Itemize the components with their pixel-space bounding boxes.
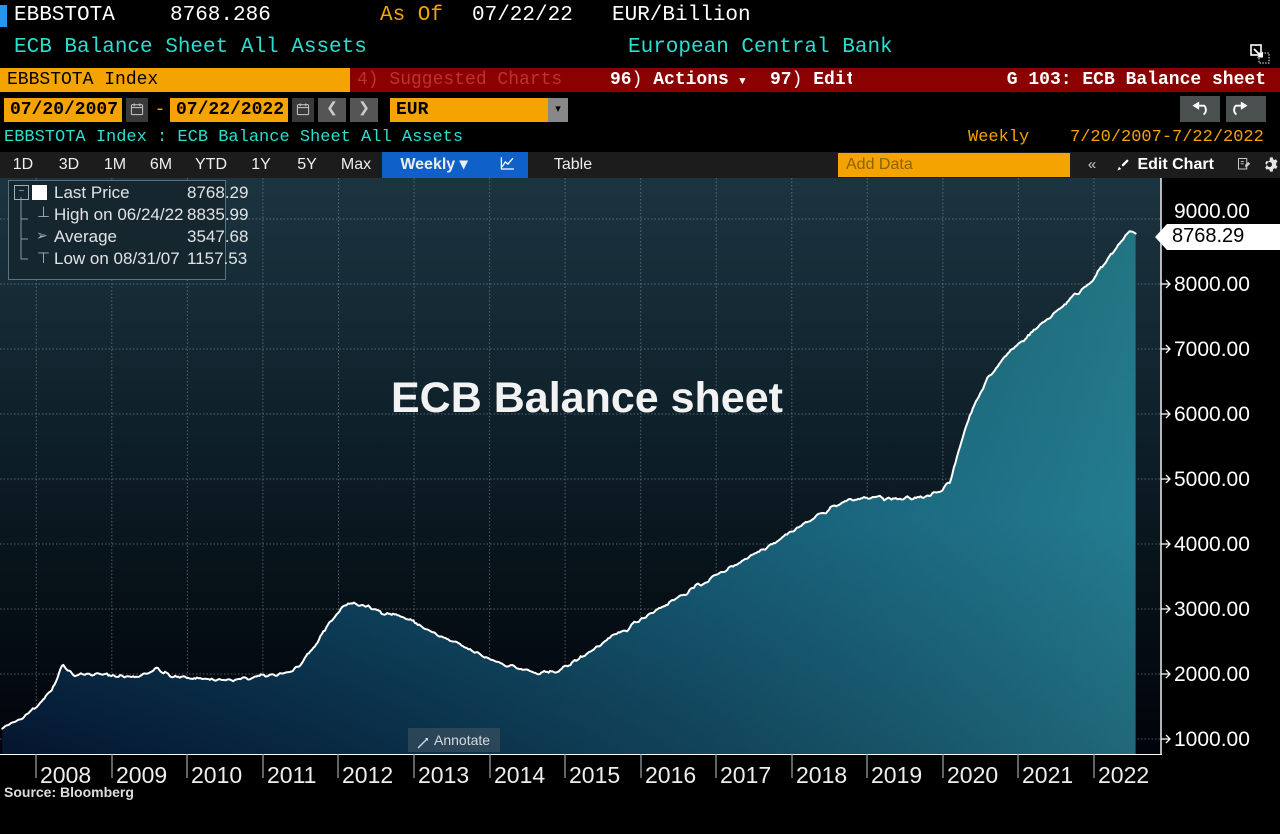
- svg-text:ECB Balance sheet: ECB Balance sheet: [391, 374, 783, 422]
